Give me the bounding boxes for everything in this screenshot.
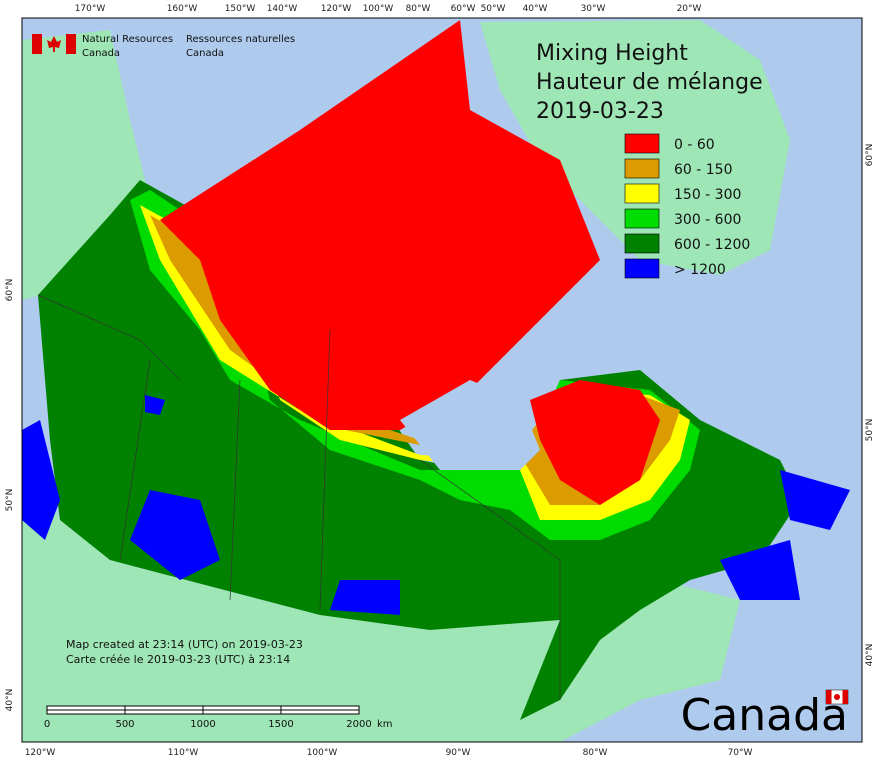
map-area xyxy=(21,17,863,743)
lat-label: 50°N xyxy=(5,489,15,512)
lon-label: 100°W xyxy=(363,4,394,14)
lon-label: 80°W xyxy=(583,748,608,758)
footer-line: Carte créée le 2019-03-23 (UTC) à 23:14 xyxy=(66,653,290,666)
flag-bar xyxy=(66,34,76,54)
legend-swatch xyxy=(624,258,660,279)
title-line: 2019-03-23 xyxy=(536,99,664,124)
lon-label: 170°W xyxy=(75,4,106,14)
hudson-bay xyxy=(400,380,540,470)
lat-label: 50°N xyxy=(865,419,875,442)
wordmark-flag xyxy=(825,689,849,705)
legend-label: 60 - 150 xyxy=(674,162,733,178)
lon-label: 30°W xyxy=(581,4,606,14)
title-line: Hauteur de mélange xyxy=(536,70,763,95)
agency-fr: Ressources naturelles xyxy=(186,34,295,45)
lon-label: 80°W xyxy=(406,4,431,14)
lon-label: 50°W xyxy=(481,4,506,14)
lon-label: 140°W xyxy=(267,4,298,14)
legend-swatch xyxy=(624,158,660,179)
footer-line: Map created at 23:14 (UTC) on 2019-03-23 xyxy=(66,638,303,651)
legend-label: 150 - 300 xyxy=(674,187,741,203)
legend-label: > 1200 xyxy=(674,262,726,278)
lon-label: 120°W xyxy=(321,4,352,14)
logo xyxy=(32,34,76,54)
flag-bar xyxy=(32,34,42,54)
lon-label: 110°W xyxy=(168,748,199,758)
labels: 170°W 160°W 150°W 140°W 120°W 100°W 80°W 60°W 50… xyxy=(5,4,875,758)
lon-label: 100°W xyxy=(307,748,338,758)
scale-label: 500 xyxy=(115,719,134,730)
legend-label: 0 - 60 xyxy=(674,137,715,153)
legend-swatch xyxy=(624,183,660,204)
blue-zones xyxy=(22,395,850,615)
legend-label: 600 - 1200 xyxy=(674,237,750,253)
legend-label: 300 - 600 xyxy=(674,212,741,228)
flag-bar xyxy=(826,690,832,704)
maple-leaf xyxy=(834,694,840,700)
flag-bar xyxy=(842,690,848,704)
quebec-red xyxy=(530,380,660,505)
title-line: Mixing Height xyxy=(536,41,688,66)
lon-label: 70°W xyxy=(728,748,753,758)
scale-label: 1500 xyxy=(268,719,293,730)
lat-label: 60°N xyxy=(865,144,875,167)
agency-fr: Canada xyxy=(186,48,224,59)
lon-label: 160°W xyxy=(167,4,198,14)
scale-unit: km xyxy=(377,719,393,730)
scale-label: 1000 xyxy=(190,719,215,730)
scale-bar xyxy=(46,705,360,715)
maple-leaf xyxy=(47,36,61,52)
lon-label: 40°W xyxy=(523,4,548,14)
scale-divisions xyxy=(47,706,359,714)
agency-en: Natural Resources xyxy=(82,34,173,45)
frame xyxy=(21,17,863,743)
lon-label: 120°W xyxy=(25,748,56,758)
arctic-red xyxy=(160,20,600,430)
legend-swatch xyxy=(624,133,660,154)
wordmark: Canada xyxy=(681,690,848,741)
lon-label: 20°W xyxy=(677,4,702,14)
lon-label: 60°W xyxy=(451,4,476,14)
lat-label: 40°N xyxy=(865,644,875,667)
alaska xyxy=(22,30,150,300)
lat-label: 40°N xyxy=(5,689,15,712)
legend-swatch xyxy=(624,233,660,254)
lon-label: 150°W xyxy=(225,4,256,14)
scale-label: 0 xyxy=(44,719,50,730)
agency-en: Canada xyxy=(82,48,120,59)
scale-label: 2000 xyxy=(346,719,371,730)
boundaries xyxy=(37,294,561,700)
lon-label: 90°W xyxy=(446,748,471,758)
lat-label: 60°N xyxy=(5,279,15,302)
legend-swatch xyxy=(624,208,660,229)
